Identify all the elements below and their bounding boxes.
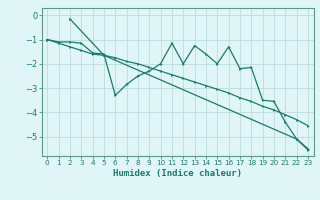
X-axis label: Humidex (Indice chaleur): Humidex (Indice chaleur) [113,169,242,178]
